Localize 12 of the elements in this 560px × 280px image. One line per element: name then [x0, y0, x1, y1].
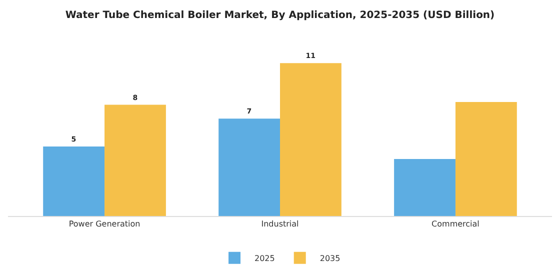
bar — [43, 146, 105, 216]
bar — [394, 159, 456, 216]
legend-label: 2025 — [254, 254, 275, 263]
bar — [218, 118, 280, 216]
bar — [280, 63, 342, 216]
bar — [455, 102, 517, 216]
x-tick-label: Commercial — [432, 220, 480, 229]
bar — [104, 104, 166, 216]
x-tick-label: Industrial — [261, 220, 299, 229]
legend-label: 2035 — [320, 254, 340, 263]
x-tick-label: Power Generation — [68, 220, 140, 229]
chart-title: Water Tube Chemical Boiler Market, By Application, 2025-2035 (USD Billion) — [65, 10, 495, 22]
